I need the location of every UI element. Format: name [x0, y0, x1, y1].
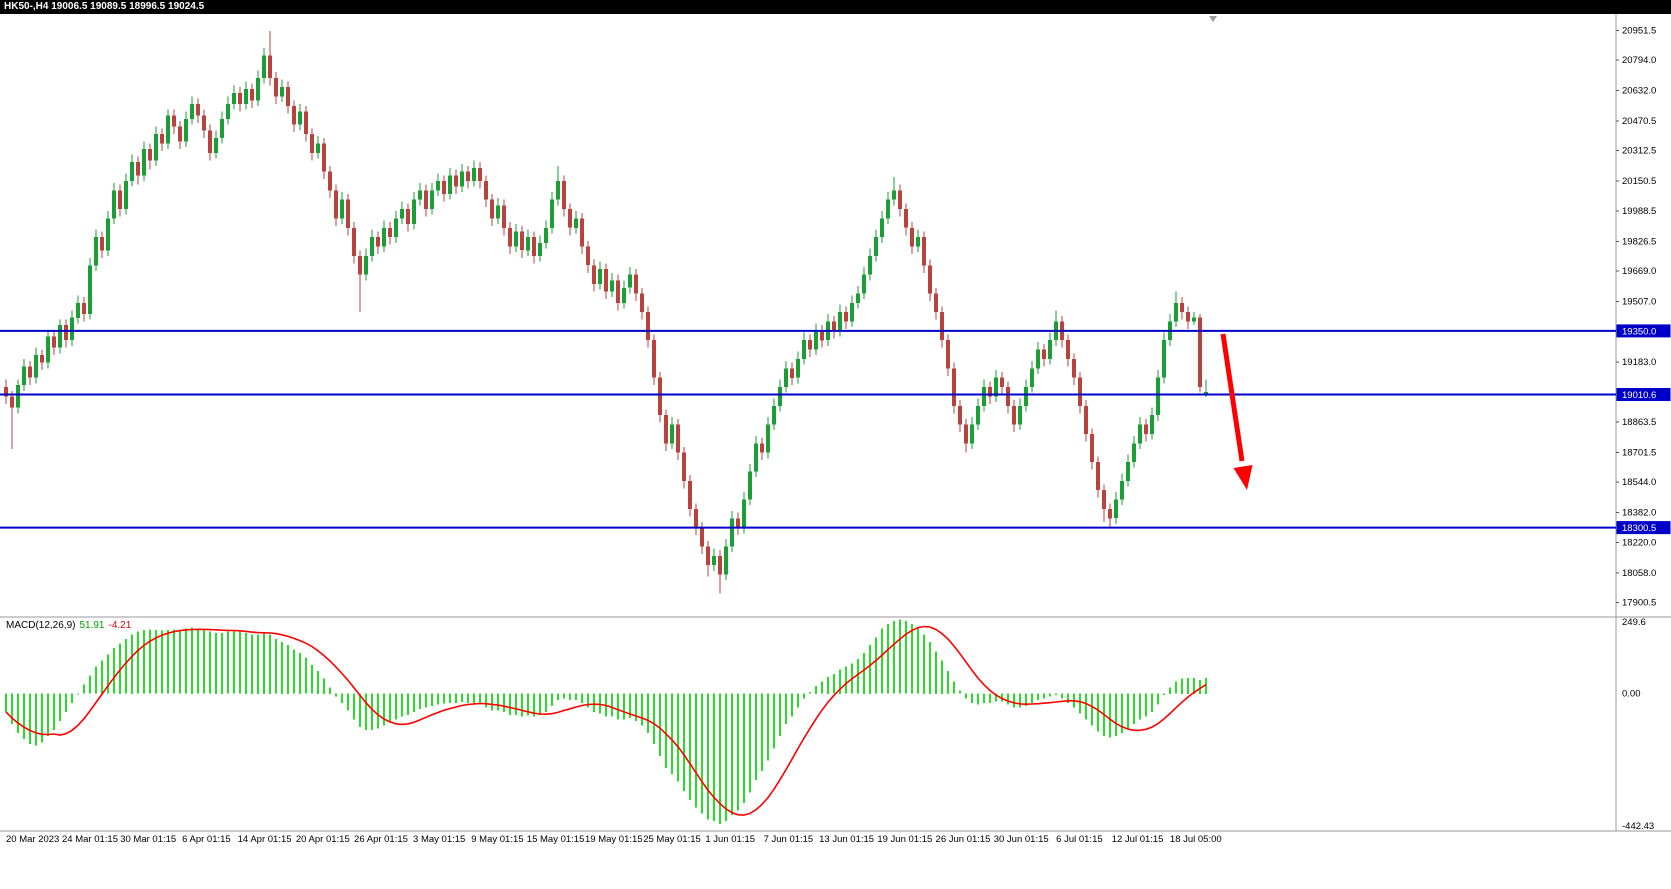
svg-text:18382.0: 18382.0 [1622, 507, 1656, 518]
svg-text:1 Jun 01:15: 1 Jun 01:15 [705, 834, 755, 845]
svg-text:-442.43: -442.43 [1622, 821, 1654, 832]
candlestick-series [4, 31, 1208, 594]
svg-text:20632.0: 20632.0 [1622, 86, 1656, 97]
svg-text:19350.0: 19350.0 [1622, 326, 1656, 337]
svg-text:3 May 01:15: 3 May 01:15 [413, 834, 465, 845]
svg-text:18863.5: 18863.5 [1622, 417, 1656, 428]
svg-text:26 Apr 01:15: 26 Apr 01:15 [354, 834, 408, 845]
svg-text:20794.0: 20794.0 [1622, 55, 1656, 66]
svg-text:18220.0: 18220.0 [1622, 538, 1656, 549]
svg-text:20470.5: 20470.5 [1622, 116, 1656, 127]
horizontal-price-levels[interactable]: 19350.0 19010.6 18300.5 [0, 324, 1671, 535]
indicator-axis-scale[interactable]: 249.6 0.00 -442.43 [1622, 617, 1654, 832]
macd-name: MACD(12,26,9) [6, 620, 76, 631]
svg-text:19010.6: 19010.6 [1622, 390, 1656, 401]
svg-text:19507.0: 19507.0 [1622, 296, 1656, 307]
macd-signal-line [5, 625, 1207, 816]
svg-text:30 Mar 01:15: 30 Mar 01:15 [120, 834, 176, 845]
macd-indicator-label: MACD(12,26,9) 51.91 -4.21 [6, 620, 131, 631]
svg-text:249.6: 249.6 [1622, 617, 1646, 628]
svg-text:13 Jun 01:15: 13 Jun 01:15 [819, 834, 874, 845]
svg-text:7 Jun 01:15: 7 Jun 01:15 [764, 834, 814, 845]
svg-text:19 Jun 01:15: 19 Jun 01:15 [877, 834, 932, 845]
time-axis-labels[interactable]: 20 Mar 2023 24 Mar 01:15 30 Mar 01:15 6 Apr… [6, 834, 1222, 845]
svg-text:6 Apr 01:15: 6 Apr 01:15 [182, 834, 231, 845]
svg-text:6 Jul 01:15: 6 Jul 01:15 [1056, 834, 1102, 845]
svg-text:9 May 01:15: 9 May 01:15 [471, 834, 523, 845]
svg-text:19669.0: 19669.0 [1622, 266, 1656, 277]
svg-text:20150.5: 20150.5 [1622, 176, 1656, 187]
price-level-badge [1616, 521, 1671, 535]
chart-shift-marker [1209, 16, 1217, 22]
price-axis-scale[interactable]: 20951.5 20794.0 20632.0 20470.5 20312.5 20150… [1616, 26, 1656, 609]
price-level-badge [1616, 388, 1671, 401]
pane-separators [0, 14, 1671, 832]
svg-text:17900.5: 17900.5 [1622, 598, 1656, 609]
svg-text:18701.5: 18701.5 [1622, 447, 1656, 458]
svg-text:18300.5: 18300.5 [1622, 523, 1656, 534]
svg-text:30 Jun 01:15: 30 Jun 01:15 [994, 834, 1049, 845]
svg-text:24 Mar 01:15: 24 Mar 01:15 [62, 834, 118, 845]
svg-text:19988.5: 19988.5 [1622, 206, 1656, 217]
macd-signal-value: -4.21 [108, 620, 132, 631]
svg-text:19183.0: 19183.0 [1622, 357, 1656, 368]
svg-text:20951.5: 20951.5 [1622, 26, 1656, 37]
svg-text:25 May 01:15: 25 May 01:15 [643, 834, 701, 845]
svg-text:18058.0: 18058.0 [1622, 568, 1656, 579]
svg-text:18 Jul 05:00: 18 Jul 05:00 [1170, 834, 1222, 845]
svg-text:18544.0: 18544.0 [1622, 477, 1656, 488]
chart-title-text: HK50-,H4 19006.5 19089.5 18996.5 19024.5 [4, 1, 205, 12]
down-arrow-annotation[interactable] [1220, 333, 1253, 490]
svg-text:15 May 01:15: 15 May 01:15 [527, 834, 585, 845]
macd-histogram [5, 619, 1207, 825]
chart-title-bar[interactable]: HK50-,H4 19006.5 19089.5 18996.5 19024.5 [0, 0, 1671, 14]
svg-text:12 Jul 01:15: 12 Jul 01:15 [1112, 834, 1164, 845]
price-level-badge [1616, 324, 1671, 338]
svg-text:20 Apr 01:15: 20 Apr 01:15 [296, 834, 350, 845]
svg-text:20 Mar 2023: 20 Mar 2023 [6, 834, 59, 845]
svg-text:0.00: 0.00 [1622, 689, 1641, 700]
macd-main-value: 51.91 [79, 620, 105, 631]
svg-text:19 May 01:15: 19 May 01:15 [585, 834, 643, 845]
svg-text:14 Apr 01:15: 14 Apr 01:15 [238, 834, 292, 845]
svg-text:19826.5: 19826.5 [1622, 237, 1656, 248]
svg-text:20312.5: 20312.5 [1622, 146, 1656, 157]
svg-text:26 Jun 01:15: 26 Jun 01:15 [936, 834, 991, 845]
